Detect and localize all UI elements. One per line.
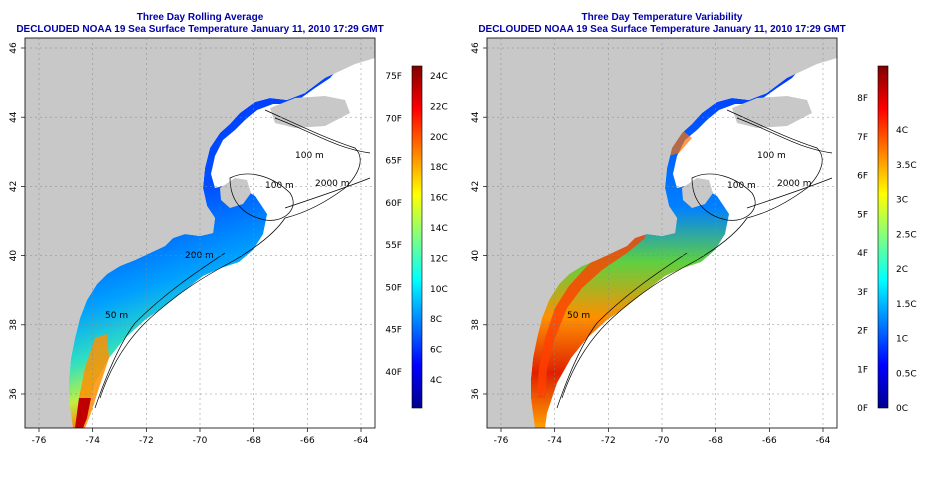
map-axes: -76 -74 -72 -70 -68 -66 -64 36 38 40 42 44 46 -76 -74 -… <box>9 38 837 446</box>
colorbar-c-label: 3.5C <box>896 161 917 171</box>
lon-tick-label: -70 <box>655 436 670 446</box>
colorbar-c-label: 3C <box>896 196 908 206</box>
right-contours <box>556 109 833 409</box>
left-colorbar: 75F 70F 65F 60F 55F 50F 45F 40F 24C 22C 20C 18C 16C… <box>385 65 448 409</box>
colorbar-c-label: 18C <box>430 163 448 173</box>
right-title-line2: DECLOUDED NOAA 19 Sea Surface Temperatur… <box>478 24 846 35</box>
colorbar-f-label: 7F <box>857 133 868 143</box>
lon-tick-label: -72 <box>139 436 154 446</box>
right-colorbar-f-labels: 8F 7F 6F 5F 4F 3F 2F 1F 0F <box>857 94 868 414</box>
colorbar-f-label: 65F <box>385 157 402 167</box>
colorbar-f-label: 6F <box>857 172 868 182</box>
left-title-line1: Three Day Rolling Average <box>136 12 264 23</box>
colorbar-c-label: 6C <box>430 346 442 356</box>
colorbar-c-label: 0C <box>896 404 908 414</box>
left-contour-label: 50 m <box>105 311 128 321</box>
colorbar-f-label: 2F <box>857 327 868 337</box>
lon-tick-label: -70 <box>193 436 208 446</box>
lon-tick-label: -64 <box>354 436 369 446</box>
colorbar-f-label: 55F <box>385 241 402 251</box>
left-hot-core <box>75 398 91 428</box>
colorbar-f-label: 50F <box>385 283 402 293</box>
right-title-line1: Three Day Temperature Variability <box>581 12 743 23</box>
lat-tick-label: 44 <box>9 111 19 123</box>
left-title-line2: DECLOUDED NOAA 19 Sea Surface Temperatur… <box>16 24 384 35</box>
colorbar-f-label: 75F <box>385 72 402 82</box>
lat-tick-label: 36 <box>471 388 481 400</box>
colorbar-f-label: 70F <box>385 114 402 124</box>
left-contour-label: 200 m <box>185 251 214 261</box>
colorbar-f-label: 4F <box>857 249 868 259</box>
left-panel-title: Three Day Rolling Average DECLOUDED NOAA… <box>0 12 400 36</box>
left-contour-label: 100 m <box>265 181 294 191</box>
colorbar-c-label: 20C <box>430 133 448 143</box>
lat-tick-label: 42 <box>9 181 19 192</box>
colorbar-c-label: 2.5C <box>896 230 917 240</box>
colorbar-f-label: 3F <box>857 288 868 298</box>
colorbar-c-label: 16C <box>430 194 448 204</box>
lon-tick-label: -74 <box>85 436 100 446</box>
left-contours <box>94 109 371 409</box>
right-panel-title: Three Day Temperature Variability DECLOU… <box>462 12 862 36</box>
colorbar-c-label: 1C <box>896 335 908 345</box>
right-contour-labels: 100 m 100 m 2000 m 50 m <box>567 151 812 321</box>
left-colorbar-ramp <box>411 65 423 409</box>
colorbar-c-label: 1.5C <box>896 300 917 310</box>
colorbar-c-label: 24C <box>430 72 448 82</box>
lon-tick-label: -68 <box>708 436 723 446</box>
colorbar-f-label: 40F <box>385 368 402 378</box>
colorbar-c-label: 2C <box>896 265 908 275</box>
lon-tick-label: -74 <box>547 436 562 446</box>
right-contour-label: 100 m <box>757 151 786 161</box>
lon-tick-label: -72 <box>601 436 616 446</box>
colorbar-f-label: 0F <box>857 404 868 414</box>
colorbar-f-label: 8F <box>857 94 868 104</box>
colorbar-f-label: 60F <box>385 199 402 209</box>
colorbar-c-label: 10C <box>430 285 448 295</box>
left-colorbar-f-labels: 75F 70F 65F 60F 55F 50F 45F 40F <box>385 72 402 378</box>
left-contour-label: 100 m <box>295 151 324 161</box>
colorbar-f-label: 5F <box>857 210 868 220</box>
right-contour-label: 100 m <box>727 181 756 191</box>
lat-tick-label: 36 <box>9 388 19 400</box>
lon-tick-label: -64 <box>816 436 831 446</box>
lat-tick-label: 40 <box>471 250 481 262</box>
right-colorbar: 8F 7F 6F 5F 4F 3F 2F 1F 0F 4C 3.5C 3C 2.5C 2C 1.5C 1C 0… <box>857 65 917 414</box>
lat-tick-label: 46 <box>9 42 19 54</box>
right-colorbar-ramp <box>877 65 889 409</box>
colorbar-f-label: 1F <box>857 365 868 375</box>
colorbar-c-label: 4C <box>430 376 442 386</box>
lon-tick-label: -76 <box>32 436 47 446</box>
colorbar-c-label: 12C <box>430 254 448 264</box>
left-contour-labels: 100 m 100 m 2000 m 200 m 50 m <box>105 151 350 321</box>
lat-tick-label: 38 <box>471 319 481 331</box>
colorbar-c-label: 4C <box>896 126 908 136</box>
colorbar-c-label: 14C <box>430 224 448 234</box>
right-contour-label: 2000 m <box>777 179 812 189</box>
colorbar-c-label: 8C <box>430 315 442 325</box>
right-contour-label: 50 m <box>567 311 590 321</box>
lat-tick-label: 42 <box>471 181 481 192</box>
colorbar-c-label: 22C <box>430 102 448 112</box>
lon-tick-label: -66 <box>300 436 315 446</box>
lat-tick-label: 40 <box>9 250 19 262</box>
lon-tick-label: -76 <box>494 436 509 446</box>
right-shelf-band <box>537 210 647 398</box>
colorbar-c-label: 0.5C <box>896 369 917 379</box>
colorbar-f-label: 45F <box>385 326 402 336</box>
lat-tick-label: 46 <box>471 42 481 54</box>
lat-tick-label: 38 <box>9 319 19 331</box>
right-variability-field <box>531 60 799 428</box>
left-colorbar-c-labels: 24C 22C 20C 18C 16C 14C 12C 10C 8C 6C 4C <box>430 72 448 386</box>
lat-tick-label: 44 <box>471 111 481 123</box>
right-colorbar-c-labels: 4C 3.5C 3C 2.5C 2C 1.5C 1C 0.5C 0C <box>896 126 917 414</box>
lon-tick-label: -66 <box>762 436 777 446</box>
left-contour-label: 2000 m <box>315 179 350 189</box>
left-sst-field <box>69 60 337 428</box>
lon-tick-label: -68 <box>246 436 261 446</box>
